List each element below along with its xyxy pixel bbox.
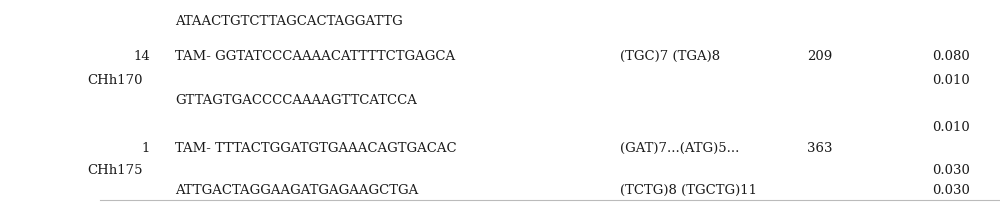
Text: 0.030: 0.030 bbox=[932, 164, 970, 177]
Text: (TCTG)8 (TGCTG)11: (TCTG)8 (TGCTG)11 bbox=[620, 184, 757, 197]
Text: CHh170: CHh170 bbox=[87, 74, 143, 87]
Text: 1: 1 bbox=[142, 142, 150, 155]
Text: 0.010: 0.010 bbox=[932, 74, 970, 87]
Text: CHh175: CHh175 bbox=[87, 164, 143, 177]
Text: ATTGACTAGGAAGATGAGAAGCTGA: ATTGACTAGGAAGATGAGAAGCTGA bbox=[175, 184, 418, 197]
Text: GTTAGTGACCCCAAAAGTTCATCCA: GTTAGTGACCCCAAAAGTTCATCCA bbox=[175, 95, 417, 107]
Text: 363: 363 bbox=[807, 142, 833, 155]
Text: TAM- GGTATCCCAAAACATTTTCTGAGCA: TAM- GGTATCCCAAAACATTTTCTGAGCA bbox=[175, 50, 455, 63]
Text: 0.080: 0.080 bbox=[932, 50, 970, 63]
Text: 0.010: 0.010 bbox=[932, 121, 970, 134]
Text: 209: 209 bbox=[807, 50, 833, 63]
Text: 14: 14 bbox=[133, 50, 150, 63]
Text: ATAACTGTCTTAGCACTAGGATTG: ATAACTGTCTTAGCACTAGGATTG bbox=[175, 15, 403, 28]
Text: (GAT)7...(ATG)5...: (GAT)7...(ATG)5... bbox=[620, 142, 739, 155]
Text: TAM- TTTACTGGATGTGAAACAGTGACAC: TAM- TTTACTGGATGTGAAACAGTGACAC bbox=[175, 142, 457, 155]
Text: (TGC)7 (TGA)8: (TGC)7 (TGA)8 bbox=[620, 50, 720, 63]
Text: 0.030: 0.030 bbox=[932, 184, 970, 197]
